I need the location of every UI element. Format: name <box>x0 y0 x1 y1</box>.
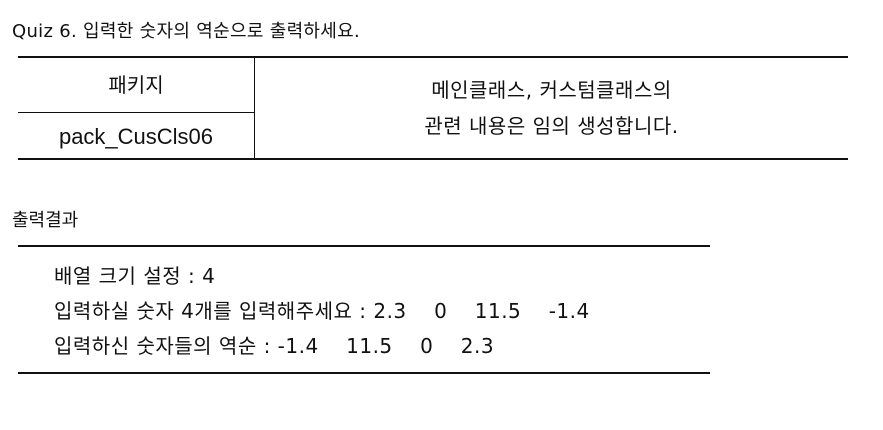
package-name-cell: pack_CusCls06 <box>58 124 214 149</box>
output-line-reversed: 입력하신 숫자들의 역순 : -1.4 11.5 0 2.3 <box>54 334 495 358</box>
description-line-1: 메인클래스, 커스텀클래스의 <box>431 78 672 102</box>
quiz-title: Quiz 6. 입력한 숫자의 역순으로 출력하세요. <box>12 21 361 42</box>
output-line-array-size: 배열 크기 설정 : 4 <box>54 264 216 288</box>
package-table: 패키지 pack_CusCls06 메인클래스, 커스텀클래스의 관련 내용은 … <box>18 56 848 160</box>
output-lines: 배열 크기 설정 : 4 입력하실 숫자 4개를 입력해주세요 : 2.3 0 … <box>54 259 590 364</box>
package-description-cell: 메인클래스, 커스텀클래스의 관련 내용은 임의 생성합니다. <box>255 72 848 144</box>
output-line-input: 입력하실 숫자 4개를 입력해주세요 : 2.3 0 11.5 -1.4 <box>54 299 590 323</box>
package-header-cell: 패키지 <box>18 58 254 113</box>
description-line-2: 관련 내용은 임의 생성합니다. <box>424 114 679 138</box>
output-box: 배열 크기 설정 : 4 입력하실 숫자 4개를 입력해주세요 : 2.3 0 … <box>18 245 710 374</box>
package-info-column: 패키지 pack_CusCls06 <box>18 58 255 158</box>
output-title: 출력결과 <box>12 210 79 231</box>
